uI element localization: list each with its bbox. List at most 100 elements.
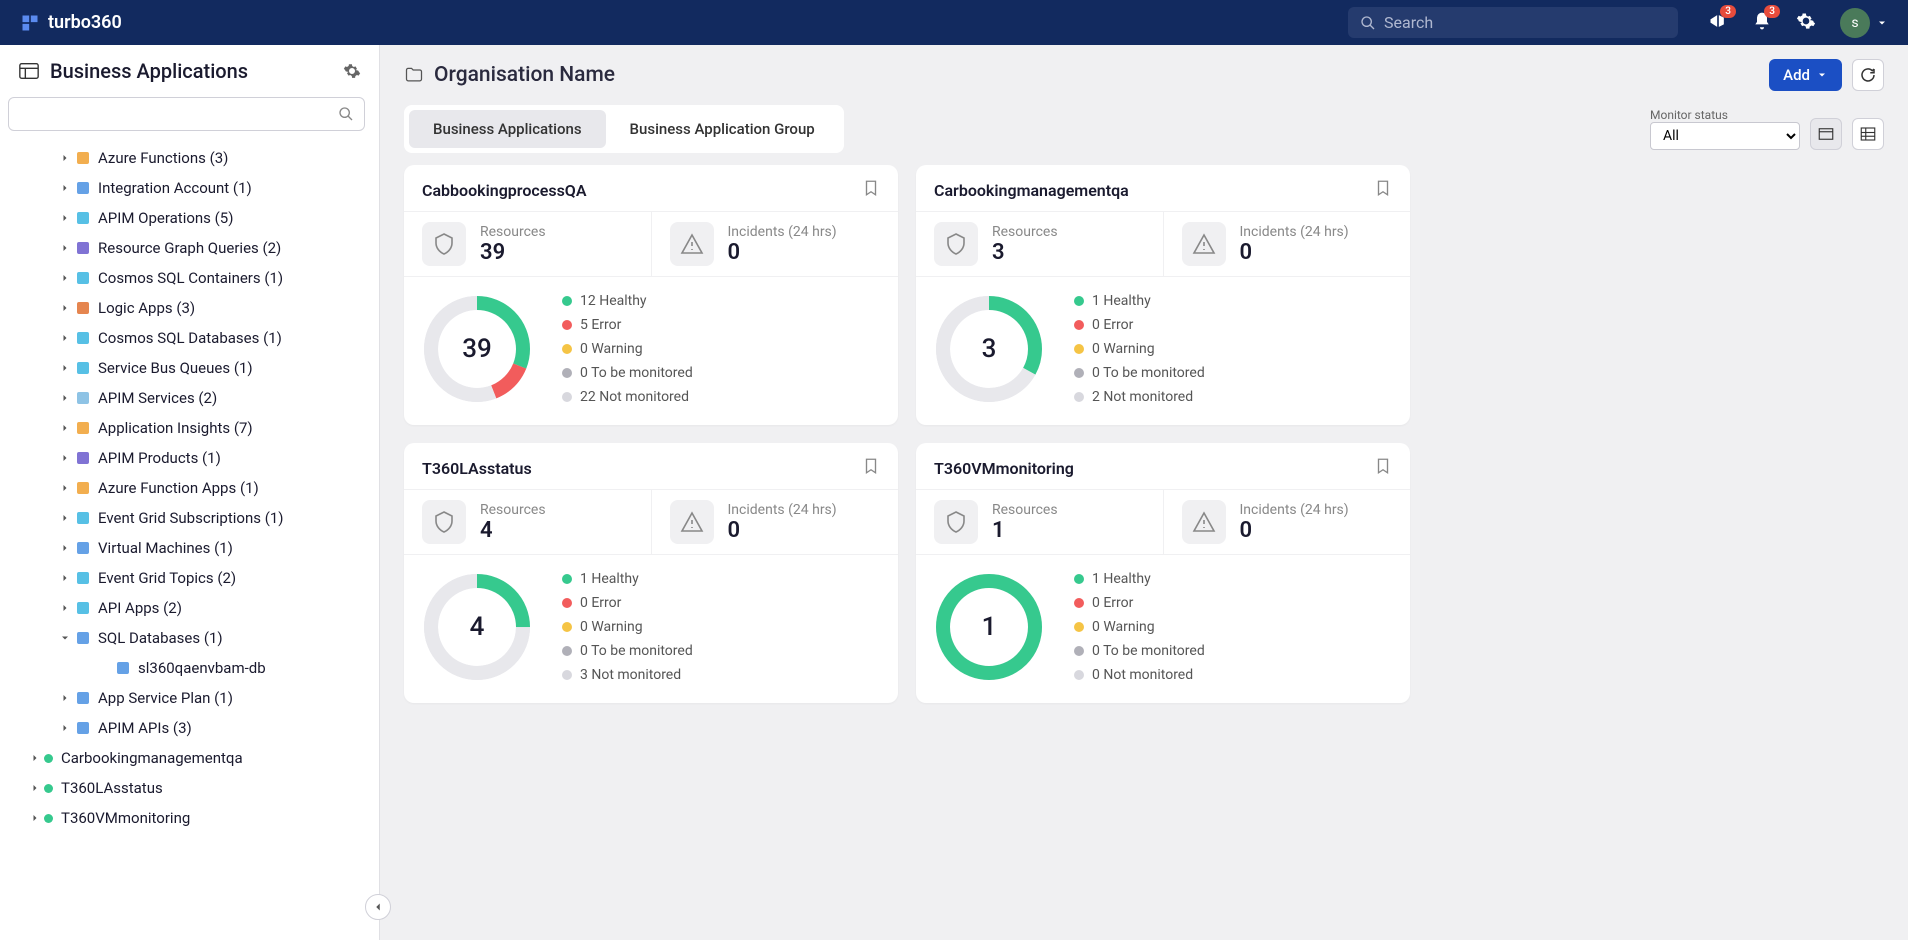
sidebar-item[interactable]: T360VMmonitoring — [0, 803, 379, 833]
incidents-value: 0 — [728, 518, 837, 543]
stat-label: Resources — [992, 502, 1058, 518]
legend-item: 5 Error — [562, 317, 693, 333]
resources-value: 4 — [480, 518, 546, 543]
sidebar-item[interactable]: T360LAsstatus — [0, 773, 379, 803]
tree-label: API Apps (2) — [98, 599, 182, 617]
sidebar-title: Business Applications — [18, 59, 248, 83]
stat-label: Incidents (24 hrs) — [1240, 502, 1349, 518]
app-card[interactable]: T360LAsstatusResources4Incidents (24 hrs… — [404, 443, 898, 703]
app-card[interactable]: CarbookingmanagementqaResources3Incident… — [916, 165, 1410, 425]
card-title: Carbookingmanagementqa — [934, 181, 1129, 200]
resources-icon — [934, 500, 978, 544]
chevron-left-icon — [371, 900, 385, 914]
tree-label: APIM Products (1) — [98, 449, 221, 467]
donut-chart: 39 — [422, 294, 532, 404]
sidebar-item[interactable]: Cosmos SQL Databases (1) — [0, 323, 379, 353]
bookmark-icon[interactable] — [862, 457, 880, 479]
apps-icon — [18, 60, 40, 82]
legend-item: 3 Not monitored — [562, 667, 693, 683]
tree-label: APIM Services (2) — [98, 389, 217, 407]
tree-label: Event Grid Topics (2) — [98, 569, 236, 587]
tree-label: Integration Account (1) — [98, 179, 252, 197]
search-icon — [338, 106, 354, 122]
legend-item: 0 Error — [1074, 317, 1205, 333]
resources-value: 3 — [992, 240, 1058, 265]
tree-label: App Service Plan (1) — [98, 689, 233, 707]
breadcrumb: Organisation Name — [404, 63, 615, 87]
avatar: s — [1840, 8, 1870, 38]
tree-label: T360VMmonitoring — [61, 809, 190, 827]
tab-business-application-group[interactable]: Business Application Group — [606, 110, 839, 148]
legend-item: 0 Warning — [562, 341, 693, 357]
legend-item: 0 To be monitored — [562, 643, 693, 659]
legend-item: 1 Healthy — [1074, 571, 1205, 587]
sidebar-item[interactable]: Logic Apps (3) — [0, 293, 379, 323]
stat-label: Incidents (24 hrs) — [728, 224, 837, 240]
sidebar-item[interactable]: Service Bus Queues (1) — [0, 353, 379, 383]
sidebar-item[interactable]: Azure Functions (3) — [0, 143, 379, 173]
announcements-icon[interactable]: 3 — [1708, 11, 1728, 35]
bookmark-icon[interactable] — [1374, 179, 1392, 201]
chevron-down-icon — [1816, 69, 1828, 81]
donut-chart: 3 — [934, 294, 1044, 404]
stat-label: Resources — [480, 224, 546, 240]
sidebar-item[interactable]: APIM Operations (5) — [0, 203, 379, 233]
card-title: CabbookingprocessQA — [422, 181, 587, 200]
tree-label: T360LAsstatus — [61, 779, 163, 797]
grid-icon — [1817, 125, 1835, 143]
tree-label: Cosmos SQL Containers (1) — [98, 269, 283, 287]
incidents-icon — [1182, 500, 1226, 544]
monitor-status-select[interactable]: All — [1650, 122, 1800, 150]
tree-label: Event Grid Subscriptions (1) — [98, 509, 284, 527]
resources-icon — [422, 500, 466, 544]
card-title: T360VMmonitoring — [934, 459, 1074, 478]
tree-label: Carbookingmanagementqa — [61, 749, 243, 767]
sidebar-item[interactable]: API Apps (2) — [0, 593, 379, 623]
legend: 1 Healthy0 Error0 Warning0 To be monitor… — [562, 571, 693, 683]
sidebar-collapse-button[interactable] — [365, 894, 391, 920]
brand-logo[interactable]: turbo360 — [20, 12, 122, 33]
refresh-button[interactable] — [1852, 59, 1884, 91]
sidebar-item[interactable]: SQL Databases (1) — [0, 623, 379, 653]
legend-item: 12 Healthy — [562, 293, 693, 309]
sidebar-item[interactable]: Carbookingmanagementqa — [0, 743, 379, 773]
sidebar-item[interactable]: App Service Plan (1) — [0, 683, 379, 713]
add-button[interactable]: Add — [1769, 59, 1842, 91]
sidebar-item[interactable]: Event Grid Topics (2) — [0, 563, 379, 593]
sidebar-item[interactable]: Integration Account (1) — [0, 173, 379, 203]
app-card[interactable]: CabbookingprocessQA Resources 39 Incidents … — [404, 165, 898, 425]
bookmark-icon[interactable] — [862, 179, 880, 201]
refresh-icon — [1859, 66, 1877, 84]
sidebar-item[interactable]: Azure Function Apps (1) — [0, 473, 379, 503]
sidebar-search[interactable] — [8, 97, 365, 131]
sidebar-item[interactable]: Resource Graph Queries (2) — [0, 233, 379, 263]
settings-icon[interactable] — [1796, 11, 1816, 35]
header-actions: 3 3 s — [1708, 8, 1888, 38]
user-menu[interactable]: s — [1840, 8, 1888, 38]
tree-label: APIM APIs (3) — [98, 719, 192, 737]
legend-item: 2 Not monitored — [1074, 389, 1205, 405]
sidebar-item[interactable]: sl360qaenvbam-db — [0, 653, 379, 683]
sidebar-item[interactable]: Virtual Machines (1) — [0, 533, 379, 563]
bookmark-icon[interactable] — [1374, 457, 1392, 479]
brand-text: turbo360 — [48, 12, 122, 33]
sidebar-item[interactable]: Application Insights (7) — [0, 413, 379, 443]
sidebar-item[interactable]: Cosmos SQL Containers (1) — [0, 263, 379, 293]
tab-group: Business Applications Business Applicati… — [404, 105, 844, 153]
sidebar-item[interactable]: Event Grid Subscriptions (1) — [0, 503, 379, 533]
app-card[interactable]: T360VMmonitoringResources1Incidents (24 … — [916, 443, 1410, 703]
donut-chart: 4 — [422, 572, 532, 682]
legend-item: 0 To be monitored — [1074, 643, 1205, 659]
global-search[interactable]: Search — [1348, 7, 1678, 38]
stat-label: Incidents (24 hrs) — [728, 502, 837, 518]
view-list-button[interactable] — [1852, 118, 1884, 150]
notifications-icon[interactable]: 3 — [1752, 11, 1772, 35]
sidebar-item[interactable]: APIM Services (2) — [0, 383, 379, 413]
sidebar-settings-icon[interactable] — [343, 62, 361, 80]
view-cards-button[interactable] — [1810, 118, 1842, 150]
tab-business-applications[interactable]: Business Applications — [409, 110, 606, 148]
sidebar-item[interactable]: APIM Products (1) — [0, 443, 379, 473]
sidebar-item[interactable]: APIM APIs (3) — [0, 713, 379, 743]
legend-item: 0 Error — [1074, 595, 1205, 611]
stat-label: Incidents (24 hrs) — [1240, 224, 1349, 240]
